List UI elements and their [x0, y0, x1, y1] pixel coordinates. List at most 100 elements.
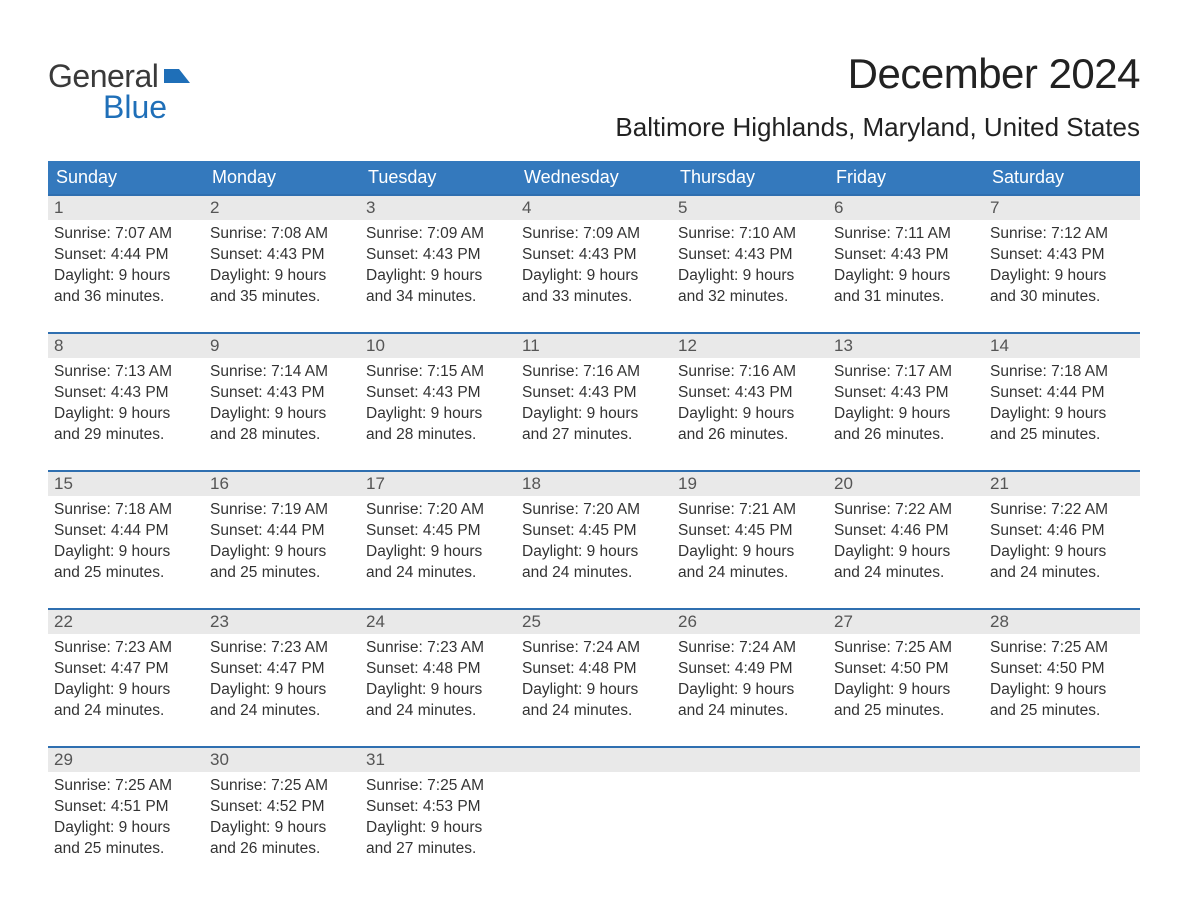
daylight-text: Daylight: 9 hours and 30 minutes. [990, 266, 1134, 308]
day-content: Sunrise: 7:25 AMSunset: 4:50 PMDaylight:… [828, 634, 984, 724]
logo-blue-text: Blue [103, 89, 167, 126]
sunset-text: Sunset: 4:50 PM [834, 659, 978, 680]
sunrise-text: Sunrise: 7:22 AM [834, 500, 978, 521]
sunset-text: Sunset: 4:47 PM [210, 659, 354, 680]
day-number: 20 [828, 472, 984, 496]
day-number-empty [828, 748, 984, 772]
sunset-text: Sunset: 4:43 PM [678, 245, 822, 266]
day-cell: 31Sunrise: 7:25 AMSunset: 4:53 PMDayligh… [360, 748, 516, 866]
day-cell: 2Sunrise: 7:08 AMSunset: 4:43 PMDaylight… [204, 196, 360, 314]
day-number: 10 [360, 334, 516, 358]
day-content: Sunrise: 7:16 AMSunset: 4:43 PMDaylight:… [672, 358, 828, 448]
sunset-text: Sunset: 4:43 PM [366, 383, 510, 404]
day-cell: 28Sunrise: 7:25 AMSunset: 4:50 PMDayligh… [984, 610, 1140, 728]
sunrise-text: Sunrise: 7:14 AM [210, 362, 354, 383]
sunset-text: Sunset: 4:44 PM [990, 383, 1134, 404]
daylight-text: Daylight: 9 hours and 26 minutes. [834, 404, 978, 446]
sunrise-text: Sunrise: 7:23 AM [210, 638, 354, 659]
sunset-text: Sunset: 4:44 PM [54, 245, 198, 266]
day-cell: 22Sunrise: 7:23 AMSunset: 4:47 PMDayligh… [48, 610, 204, 728]
day-cell: 11Sunrise: 7:16 AMSunset: 4:43 PMDayligh… [516, 334, 672, 452]
sunrise-text: Sunrise: 7:25 AM [54, 776, 198, 797]
day-content: Sunrise: 7:25 AMSunset: 4:53 PMDaylight:… [360, 772, 516, 862]
sunrise-text: Sunrise: 7:24 AM [522, 638, 666, 659]
day-number: 9 [204, 334, 360, 358]
day-cell: 29Sunrise: 7:25 AMSunset: 4:51 PMDayligh… [48, 748, 204, 866]
day-number: 5 [672, 196, 828, 220]
daylight-text: Daylight: 9 hours and 28 minutes. [366, 404, 510, 446]
day-content: Sunrise: 7:13 AMSunset: 4:43 PMDaylight:… [48, 358, 204, 448]
sunrise-text: Sunrise: 7:08 AM [210, 224, 354, 245]
flag-icon [164, 65, 194, 92]
day-cell: 12Sunrise: 7:16 AMSunset: 4:43 PMDayligh… [672, 334, 828, 452]
day-content: Sunrise: 7:23 AMSunset: 4:47 PMDaylight:… [48, 634, 204, 724]
sunset-text: Sunset: 4:45 PM [366, 521, 510, 542]
logo: General Blue [48, 58, 194, 126]
day-content: Sunrise: 7:23 AMSunset: 4:47 PMDaylight:… [204, 634, 360, 724]
sunrise-text: Sunrise: 7:07 AM [54, 224, 198, 245]
day-content: Sunrise: 7:07 AMSunset: 4:44 PMDaylight:… [48, 220, 204, 310]
day-cell: 13Sunrise: 7:17 AMSunset: 4:43 PMDayligh… [828, 334, 984, 452]
day-header-cell: Wednesday [516, 161, 672, 194]
sunset-text: Sunset: 4:45 PM [678, 521, 822, 542]
sunrise-text: Sunrise: 7:18 AM [54, 500, 198, 521]
day-cell: 30 Sunrise: 7:25 AMSunset: 4:52 PMDayligh… [204, 748, 360, 866]
day-content: Sunrise: 7:12 AMSunset: 4:43 PMDaylight:… [984, 220, 1140, 310]
day-content: Sunrise: 7:11 AMSunset: 4:43 PMDaylight:… [828, 220, 984, 310]
day-cell: 14Sunrise: 7:18 AMSunset: 4:44 PMDayligh… [984, 334, 1140, 452]
location: Baltimore Highlands, Maryland, United St… [615, 112, 1140, 143]
sunset-text: Sunset: 4:47 PM [54, 659, 198, 680]
day-number-empty [984, 748, 1140, 772]
day-cell: 7Sunrise: 7:12 AMSunset: 4:43 PMDaylight… [984, 196, 1140, 314]
sunset-text: Sunset: 4:43 PM [210, 383, 354, 404]
day-number: 26 [672, 610, 828, 634]
day-number: 25 [516, 610, 672, 634]
day-number: 13 [828, 334, 984, 358]
day-cell: 27Sunrise: 7:25 AMSunset: 4:50 PMDayligh… [828, 610, 984, 728]
day-cell [516, 748, 672, 866]
sunset-text: Sunset: 4:48 PM [522, 659, 666, 680]
day-content: Sunrise: 7:18 AMSunset: 4:44 PMDaylight:… [48, 496, 204, 586]
daylight-text: Daylight: 9 hours and 29 minutes. [54, 404, 198, 446]
day-content: Sunrise: 7:24 AMSunset: 4:48 PMDaylight:… [516, 634, 672, 724]
week-row: 1Sunrise: 7:07 AMSunset: 4:44 PMDaylight… [48, 194, 1140, 314]
sunrise-text: Sunrise: 7:20 AM [366, 500, 510, 521]
day-cell [828, 748, 984, 866]
day-cell: 16Sunrise: 7:19 AMSunset: 4:44 PMDayligh… [204, 472, 360, 590]
daylight-text: Daylight: 9 hours and 24 minutes. [366, 680, 510, 722]
sunset-text: Sunset: 4:46 PM [990, 521, 1134, 542]
day-number: 12 [672, 334, 828, 358]
sunset-text: Sunset: 4:52 PM [210, 797, 354, 818]
sunset-text: Sunset: 4:43 PM [990, 245, 1134, 266]
daylight-text: Daylight: 9 hours and 26 minutes. [210, 818, 354, 860]
daylight-text: Daylight: 9 hours and 25 minutes. [210, 542, 354, 584]
day-number: 30 [204, 748, 360, 772]
daylight-text: Daylight: 9 hours and 24 minutes. [522, 680, 666, 722]
day-number: 21 [984, 472, 1140, 496]
sunrise-text: Sunrise: 7:15 AM [366, 362, 510, 383]
day-content: Sunrise: 7:22 AMSunset: 4:46 PMDaylight:… [984, 496, 1140, 586]
day-cell: 17Sunrise: 7:20 AMSunset: 4:45 PMDayligh… [360, 472, 516, 590]
sunset-text: Sunset: 4:46 PM [834, 521, 978, 542]
day-content: Sunrise: 7:19 AMSunset: 4:44 PMDaylight:… [204, 496, 360, 586]
day-content: Sunrise: 7:16 AMSunset: 4:43 PMDaylight:… [516, 358, 672, 448]
daylight-text: Daylight: 9 hours and 24 minutes. [522, 542, 666, 584]
day-number: 8 [48, 334, 204, 358]
daylight-text: Daylight: 9 hours and 31 minutes. [834, 266, 978, 308]
daylight-text: Daylight: 9 hours and 33 minutes. [522, 266, 666, 308]
week-row: 22Sunrise: 7:23 AMSunset: 4:47 PMDayligh… [48, 608, 1140, 728]
sunrise-text: Sunrise: 7:25 AM [210, 776, 354, 797]
daylight-text: Daylight: 9 hours and 28 minutes. [210, 404, 354, 446]
day-number: 1 [48, 196, 204, 220]
day-number: 29 [48, 748, 204, 772]
daylight-text: Daylight: 9 hours and 27 minutes. [366, 818, 510, 860]
day-number: 6 [828, 196, 984, 220]
day-content: Sunrise: 7:21 AMSunset: 4:45 PMDaylight:… [672, 496, 828, 586]
sunset-text: Sunset: 4:49 PM [678, 659, 822, 680]
day-header-row: SundayMondayTuesdayWednesdayThursdayFrid… [48, 161, 1140, 194]
day-cell: 3Sunrise: 7:09 AMSunset: 4:43 PMDaylight… [360, 196, 516, 314]
day-cell: 24Sunrise: 7:23 AMSunset: 4:48 PMDayligh… [360, 610, 516, 728]
sunrise-text: Sunrise: 7:12 AM [990, 224, 1134, 245]
day-number: 15 [48, 472, 204, 496]
daylight-text: Daylight: 9 hours and 32 minutes. [678, 266, 822, 308]
